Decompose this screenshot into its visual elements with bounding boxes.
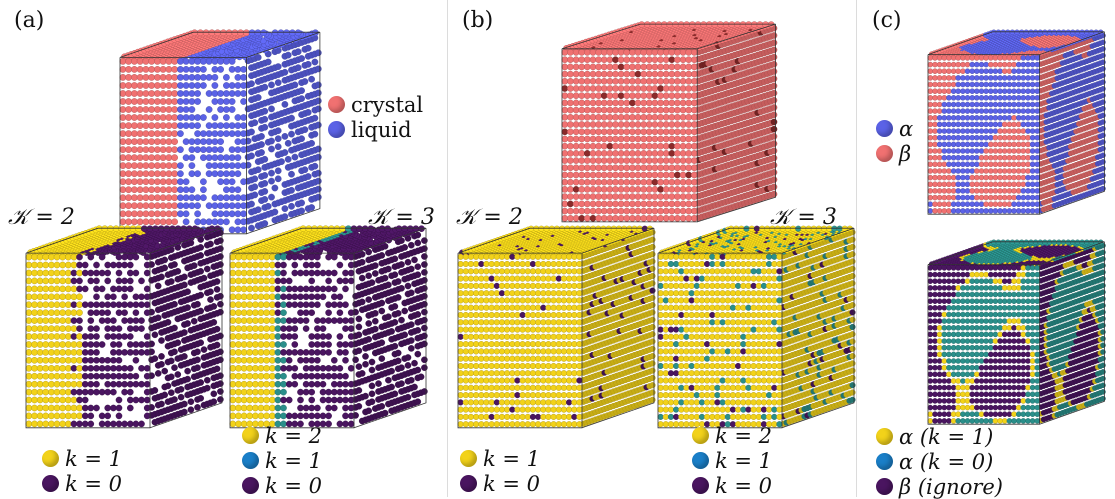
legend-label: k = 0 <box>715 473 773 498</box>
legend-b-k2: k = 1 k = 0 <box>460 446 540 496</box>
legend-item: k = 0 <box>42 471 122 496</box>
legend-label: k = 1 <box>265 448 323 473</box>
legend-item: k = 1 <box>42 446 122 471</box>
panel-separator-ab <box>447 0 448 497</box>
yellow-swatch <box>876 428 893 445</box>
yellow-swatch <box>42 450 59 467</box>
legend-item: k = 1 <box>692 448 772 473</box>
beta-swatch <box>876 145 893 162</box>
legend-b-k3: k = 2 k = 1 k = 0 <box>692 423 772 498</box>
crystal-defects-cube <box>561 21 778 223</box>
legend-label: k = 0 <box>65 471 123 496</box>
legend-label-crystal: crystal <box>351 92 424 117</box>
yellow-swatch <box>460 450 477 467</box>
k2-label-a: 𝒦 = 2 <box>8 205 75 230</box>
legend-item-liquid: liquid <box>328 117 423 142</box>
legend-label: k = 0 <box>265 473 323 498</box>
yellow-swatch <box>242 427 259 444</box>
legend-label-alpha: α <box>899 116 914 141</box>
blue-swatch <box>692 452 709 469</box>
legend-item-alpha: α <box>876 116 913 141</box>
legend-crystal-liquid: crystal liquid <box>328 92 423 142</box>
legend-label-liquid: liquid <box>351 117 412 142</box>
legend-item-crystal: crystal <box>328 92 423 117</box>
alpha-beta-classified-cube <box>927 239 1106 425</box>
alpha-swatch <box>876 120 893 137</box>
legend-item: k = 0 <box>460 471 540 496</box>
legend-label: k = 1 <box>483 446 541 471</box>
purple-swatch <box>692 477 709 494</box>
yellow-swatch <box>692 427 709 444</box>
legend-item: k = 1 <box>460 446 540 471</box>
legend-label: α (k = 0) <box>899 449 994 474</box>
blue-swatch <box>876 453 893 470</box>
legend-item: k = 2 <box>242 423 322 448</box>
purple-swatch <box>876 478 893 495</box>
defects-cube-k2 <box>457 225 656 429</box>
legend-a-k2: k = 1 k = 0 <box>42 446 122 496</box>
interface-cube-k2 <box>25 225 224 429</box>
purple-swatch <box>460 475 477 492</box>
legend-item: k = 2 <box>692 423 772 448</box>
alpha-beta-phase-cube <box>927 29 1106 215</box>
panel-label-b: (b) <box>462 8 494 33</box>
crystal-swatch <box>328 96 345 113</box>
legend-label-beta: β <box>899 141 912 166</box>
legend-item: α (k = 1) <box>876 424 1003 449</box>
legend-item: β (ignore) <box>876 474 1003 499</box>
legend-item: α (k = 0) <box>876 449 1003 474</box>
liquid-swatch <box>328 121 345 138</box>
legend-item: k = 1 <box>242 448 322 473</box>
panel-label-a: (a) <box>14 8 45 33</box>
legend-label: k = 0 <box>483 471 541 496</box>
purple-swatch <box>242 477 259 494</box>
purple-swatch <box>42 475 59 492</box>
legend-a-k3: k = 2 k = 1 k = 0 <box>242 423 322 498</box>
legend-item-beta: β <box>876 141 913 166</box>
k3-label-a: 𝒦 = 3 <box>368 205 435 230</box>
legend-item: k = 0 <box>242 473 322 498</box>
legend-label: k = 1 <box>715 448 773 473</box>
blue-swatch <box>242 452 259 469</box>
k2-label-b: 𝒦 = 2 <box>456 205 523 230</box>
legend-item: k = 0 <box>692 473 772 498</box>
legend-label: k = 1 <box>65 446 123 471</box>
crystal-liquid-interface-cube <box>119 29 322 235</box>
panel-label-c: (c) <box>872 8 902 33</box>
legend-label: α (k = 1) <box>899 424 994 449</box>
legend-label: β (ignore) <box>899 474 1003 499</box>
legend-alpha-beta-classified: α (k = 1) α (k = 0) β (ignore) <box>876 424 1003 499</box>
legend-label: k = 2 <box>265 423 323 448</box>
panel-separator-bc <box>856 0 857 497</box>
legend-alpha-beta: α β <box>876 116 913 166</box>
defects-cube-k3 <box>657 225 856 429</box>
interface-cube-k3 <box>229 225 428 429</box>
legend-label: k = 2 <box>715 423 773 448</box>
